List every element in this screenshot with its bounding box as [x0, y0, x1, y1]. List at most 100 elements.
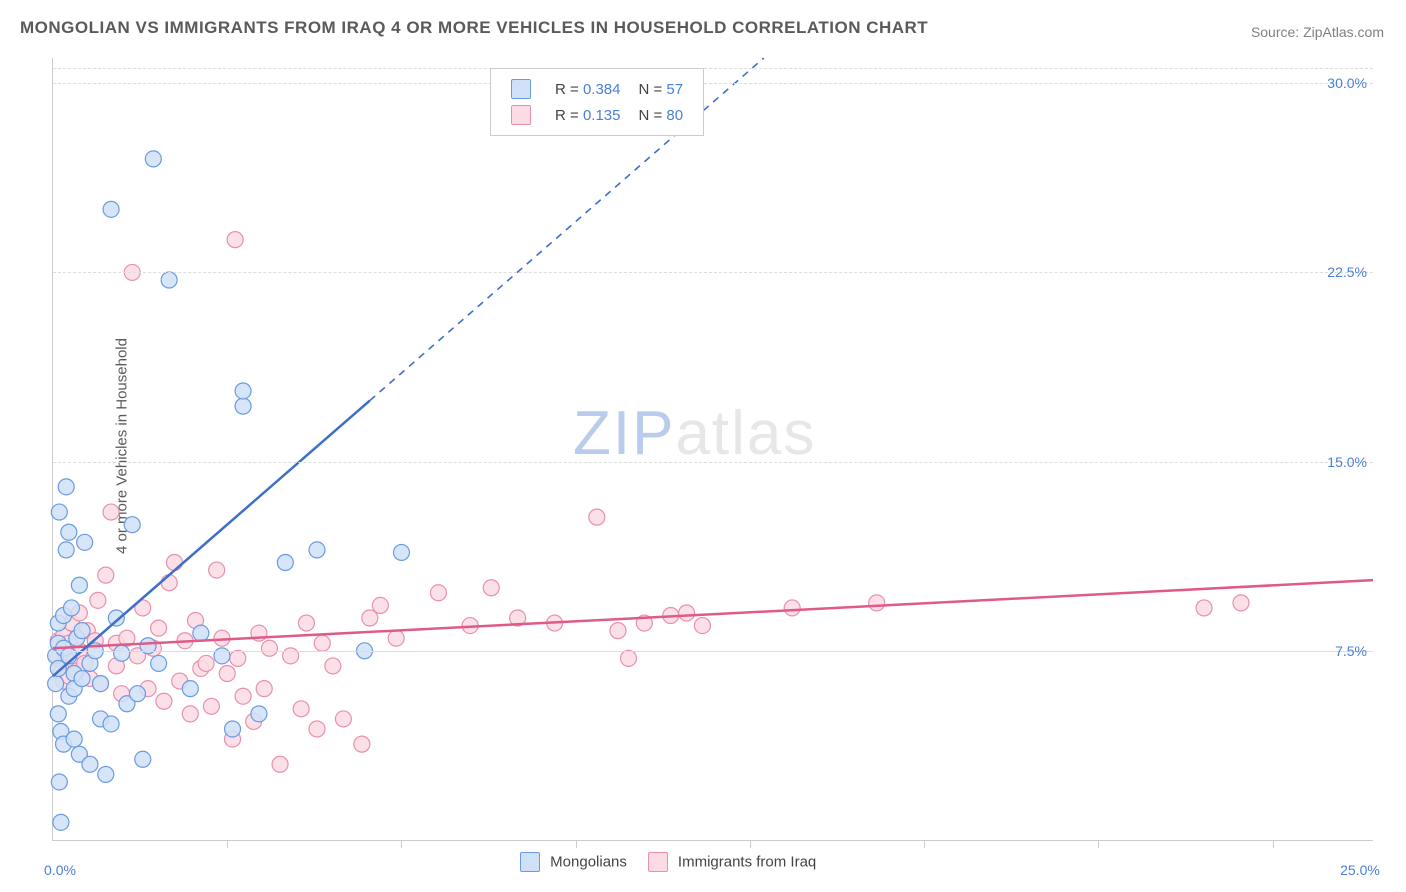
- iraq-point: [430, 585, 446, 601]
- grid-line: [53, 462, 1373, 463]
- mongolians-point: [48, 676, 64, 692]
- iraq-point: [621, 650, 637, 666]
- mongolians-point: [129, 686, 145, 702]
- mongolians-point: [225, 721, 241, 737]
- iraq-point: [610, 623, 626, 639]
- r-label-b: R =: [555, 107, 579, 124]
- mongolians-point: [98, 766, 114, 782]
- mongolians-point: [51, 504, 67, 520]
- swatch-iraq-bottom-icon: [648, 852, 668, 872]
- iraq-point: [679, 605, 695, 621]
- iraq-point: [293, 701, 309, 717]
- mongolians-point: [63, 600, 79, 616]
- grid-line: [53, 83, 1373, 84]
- correlation-row-b: R = 0.135 N = 80: [503, 103, 691, 127]
- mongolians-point: [50, 706, 66, 722]
- iraq-point: [151, 620, 167, 636]
- x-tick: [924, 840, 925, 848]
- iraq-point: [388, 630, 404, 646]
- legend-label-a: Mongolians: [550, 854, 627, 871]
- correlation-legend: R = 0.384 N = 57 R = 0.135 N = 80: [490, 68, 704, 136]
- iraq-point: [335, 711, 351, 727]
- n-label-a: N =: [638, 81, 662, 98]
- x-tick: [750, 840, 751, 848]
- iraq-point: [256, 681, 272, 697]
- mongolians-point: [74, 671, 90, 687]
- y-tick-label: 7.5%: [1335, 643, 1367, 659]
- mongolians-point: [277, 555, 293, 571]
- mongolians-point: [93, 676, 109, 692]
- iraq-point: [235, 688, 251, 704]
- swatch-mongolians-bottom-icon: [520, 852, 540, 872]
- mongolians-point: [103, 716, 119, 732]
- y-tick-label: 15.0%: [1327, 454, 1367, 470]
- iraq-point: [354, 736, 370, 752]
- y-tick-label: 22.5%: [1327, 264, 1367, 280]
- grid-line: [53, 68, 1373, 69]
- iraq-point: [161, 575, 177, 591]
- x-origin-label: 0.0%: [44, 862, 76, 878]
- iraq-point: [203, 698, 219, 714]
- iraq-point: [219, 666, 235, 682]
- mongolians-point: [235, 398, 251, 414]
- mongolians-point: [251, 706, 267, 722]
- plot-svg: [53, 58, 1373, 840]
- correlation-row-a: R = 0.384 N = 57: [503, 77, 691, 101]
- iraq-point: [182, 706, 198, 722]
- iraq-point: [1233, 595, 1249, 611]
- x-tick: [1273, 840, 1274, 848]
- plot-area: ZIPatlas 7.5%15.0%22.5%30.0%: [52, 58, 1373, 841]
- iraq-point: [309, 721, 325, 737]
- iraq-point: [372, 597, 388, 613]
- x-end-label: 25.0%: [1340, 862, 1380, 878]
- mongolians-point: [74, 623, 90, 639]
- iraq-point: [314, 635, 330, 651]
- n-value-b: 80: [666, 107, 683, 124]
- legend-label-b: Immigrants from Iraq: [678, 854, 816, 871]
- n-label-b: N =: [638, 107, 662, 124]
- mongolians-point: [58, 479, 74, 495]
- mongolians-point: [77, 534, 93, 550]
- x-tick: [576, 840, 577, 848]
- mongolians-point: [82, 756, 98, 772]
- iraq-point: [869, 595, 885, 611]
- series-legend: Mongolians Immigrants from Iraq: [520, 852, 816, 872]
- iraq-point: [784, 600, 800, 616]
- iraq-point: [90, 592, 106, 608]
- iraq-point: [272, 756, 288, 772]
- mongolians-point: [135, 751, 151, 767]
- mongolians-point: [309, 542, 325, 558]
- mongolians-point: [53, 814, 69, 830]
- iraq-point: [156, 693, 172, 709]
- mongolians-point: [103, 201, 119, 217]
- grid-line: [53, 272, 1373, 273]
- iraq-point: [1196, 600, 1212, 616]
- iraq-point: [103, 504, 119, 520]
- mongolians-point: [61, 524, 77, 540]
- mongolians-point: [58, 542, 74, 558]
- mongolians-point: [51, 774, 67, 790]
- mongolians-point: [71, 577, 87, 593]
- correlation-table: R = 0.384 N = 57 R = 0.135 N = 80: [501, 75, 693, 129]
- mongolians-point: [108, 610, 124, 626]
- n-value-a: 57: [666, 81, 683, 98]
- chart-title: MONGOLIAN VS IMMIGRANTS FROM IRAQ 4 OR M…: [20, 18, 928, 38]
- iraq-point: [694, 618, 710, 634]
- x-tick: [227, 840, 228, 848]
- mongolians-point: [182, 681, 198, 697]
- r-value-b: 0.135: [583, 107, 621, 124]
- iraq-point: [589, 509, 605, 525]
- mongolians-point: [235, 383, 251, 399]
- iraq-point: [230, 650, 246, 666]
- iraq-point: [261, 640, 277, 656]
- mongolians-point: [151, 655, 167, 671]
- trend-line-iraq: [53, 580, 1373, 648]
- r-value-a: 0.384: [583, 81, 621, 98]
- swatch-iraq-icon: [511, 105, 531, 125]
- iraq-point: [98, 567, 114, 583]
- swatch-mongolians-icon: [511, 79, 531, 99]
- mongolians-point: [66, 731, 82, 747]
- y-tick-label: 30.0%: [1327, 75, 1367, 91]
- iraq-point: [298, 615, 314, 631]
- x-tick: [1098, 840, 1099, 848]
